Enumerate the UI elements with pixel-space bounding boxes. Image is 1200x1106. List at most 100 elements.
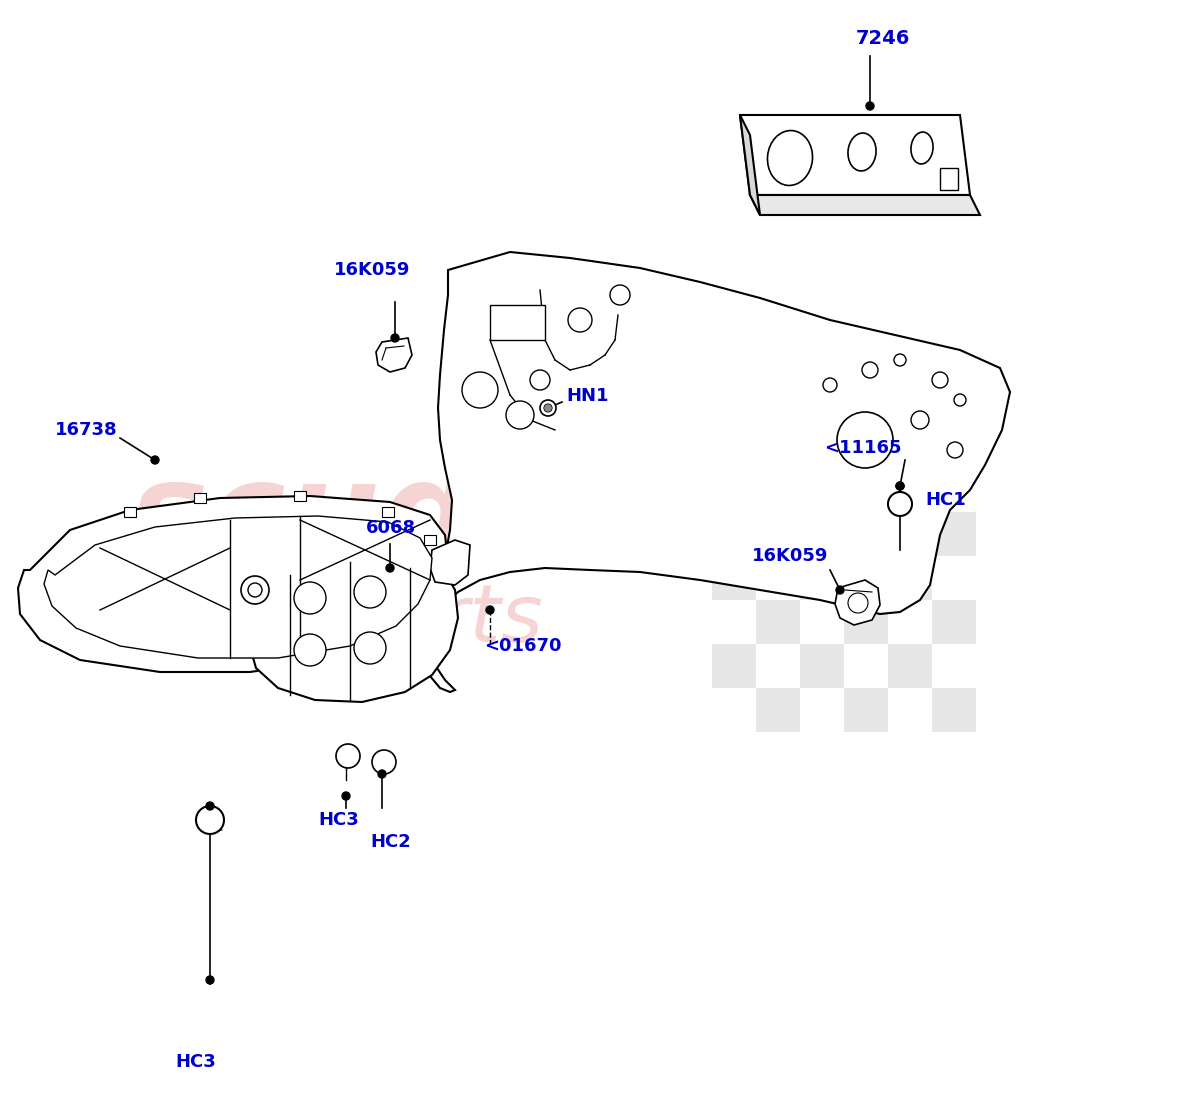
Bar [756, 424, 800, 468]
Polygon shape [750, 195, 980, 215]
Bar [800, 380, 844, 424]
Circle shape [610, 285, 630, 305]
Bar [756, 599, 800, 644]
Ellipse shape [848, 133, 876, 171]
Bar [712, 644, 756, 688]
Polygon shape [248, 560, 458, 702]
Circle shape [386, 564, 394, 572]
Text: 16K059: 16K059 [752, 547, 828, 565]
Circle shape [241, 576, 269, 604]
Text: HN1: HN1 [566, 387, 608, 405]
Polygon shape [376, 338, 412, 372]
Text: <01670: <01670 [484, 637, 562, 655]
Circle shape [506, 401, 534, 429]
Circle shape [248, 583, 262, 597]
Bar [712, 599, 756, 644]
Bar [756, 380, 800, 424]
Bar [800, 599, 844, 644]
Bar [800, 688, 844, 732]
Circle shape [911, 411, 929, 429]
Text: 6068: 6068 [366, 519, 416, 538]
Bar [756, 556, 800, 599]
Bar [756, 688, 800, 732]
Bar [800, 424, 844, 468]
Text: HC2: HC2 [370, 833, 410, 851]
Polygon shape [44, 517, 432, 658]
Circle shape [540, 400, 556, 416]
Circle shape [866, 102, 874, 109]
Circle shape [372, 750, 396, 774]
Circle shape [151, 456, 158, 465]
Bar [932, 556, 976, 599]
Polygon shape [740, 115, 760, 215]
Circle shape [896, 482, 904, 490]
Bar [294, 491, 306, 501]
Text: 16738: 16738 [55, 421, 118, 439]
Bar [844, 688, 888, 732]
Circle shape [947, 442, 964, 458]
Polygon shape [445, 280, 710, 500]
Bar [124, 507, 136, 517]
Circle shape [354, 576, 386, 608]
Bar [844, 599, 888, 644]
Bar [932, 424, 976, 468]
Circle shape [336, 744, 360, 768]
Circle shape [486, 606, 494, 614]
Bar [844, 424, 888, 468]
Bar [932, 599, 976, 644]
Bar [756, 468, 800, 512]
Bar [490, 305, 545, 340]
Circle shape [206, 975, 214, 984]
Bar [932, 380, 976, 424]
Bar [712, 468, 756, 512]
Bar [712, 380, 756, 424]
Circle shape [378, 770, 386, 778]
Text: 7246: 7246 [856, 29, 911, 48]
Bar [844, 644, 888, 688]
Text: r    parts: r parts [200, 581, 542, 659]
Polygon shape [415, 252, 1010, 692]
Circle shape [823, 378, 838, 392]
Bar [844, 468, 888, 512]
Circle shape [342, 792, 350, 800]
Circle shape [196, 806, 224, 834]
Circle shape [932, 372, 948, 388]
Circle shape [954, 394, 966, 406]
Circle shape [206, 802, 214, 810]
Circle shape [354, 632, 386, 664]
Bar [424, 535, 436, 545]
Bar [800, 644, 844, 688]
Bar [932, 512, 976, 556]
Ellipse shape [768, 131, 812, 186]
Text: <11165: <11165 [824, 439, 901, 457]
Bar [844, 512, 888, 556]
Circle shape [836, 586, 844, 594]
Bar [194, 493, 206, 503]
Bar [756, 644, 800, 688]
Circle shape [894, 354, 906, 366]
Bar [888, 380, 932, 424]
Bar [888, 599, 932, 644]
Circle shape [294, 634, 326, 666]
Circle shape [848, 593, 868, 613]
Bar [712, 512, 756, 556]
Bar [932, 688, 976, 732]
Bar [932, 644, 976, 688]
Polygon shape [430, 540, 470, 585]
Bar [712, 424, 756, 468]
Bar [888, 512, 932, 556]
Bar [888, 468, 932, 512]
Bar [844, 380, 888, 424]
Bar [712, 556, 756, 599]
Circle shape [462, 372, 498, 408]
Ellipse shape [911, 132, 934, 164]
Circle shape [862, 362, 878, 378]
Polygon shape [18, 495, 448, 672]
Bar [888, 424, 932, 468]
Bar [888, 556, 932, 599]
Text: 16K059: 16K059 [334, 261, 410, 279]
Bar [888, 644, 932, 688]
Bar [932, 468, 976, 512]
Text: scuderia: scuderia [130, 457, 764, 584]
Text: HC1: HC1 [925, 491, 966, 509]
